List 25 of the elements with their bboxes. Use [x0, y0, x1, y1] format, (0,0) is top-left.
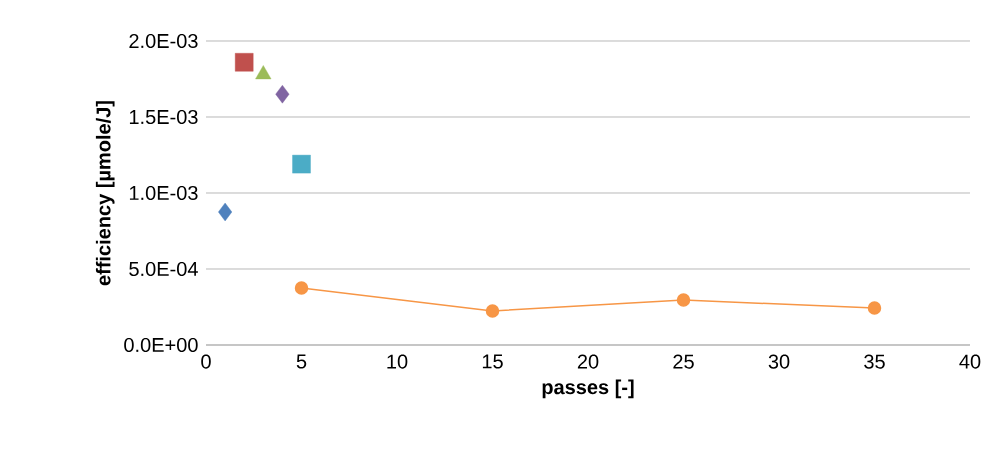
x-tick-label: 15	[482, 354, 503, 369]
point	[867, 301, 882, 315]
x-tick-label: 35	[864, 354, 885, 369]
y-tick-label: 5.0E-04	[129, 261, 198, 277]
y-tick-label: 2.0E-03	[129, 33, 198, 49]
y-tick-label: 1.5E-03	[129, 109, 198, 125]
point	[485, 304, 500, 318]
y-tick-label: 0.0E+00	[124, 337, 198, 353]
y-tick-label: 1.0E-03	[129, 185, 198, 201]
x-tick-label: 0	[201, 354, 211, 369]
x-tick-label: 10	[387, 354, 408, 369]
x-tick-label: 25	[673, 354, 694, 369]
point	[235, 53, 254, 72]
point	[292, 154, 311, 174]
point	[255, 65, 272, 80]
x-tick-label: 30	[768, 354, 790, 369]
x-tick-label: 5	[296, 354, 307, 369]
point	[676, 293, 691, 307]
point	[294, 281, 309, 295]
y-axis-title: efficiency [µmole/J]	[95, 101, 115, 286]
point	[275, 84, 290, 104]
x-tick-label: 40	[959, 354, 981, 369]
x-tick-label: 20	[577, 354, 599, 369]
x-axis-title: passes [-]	[542, 379, 634, 399]
point	[218, 202, 233, 222]
